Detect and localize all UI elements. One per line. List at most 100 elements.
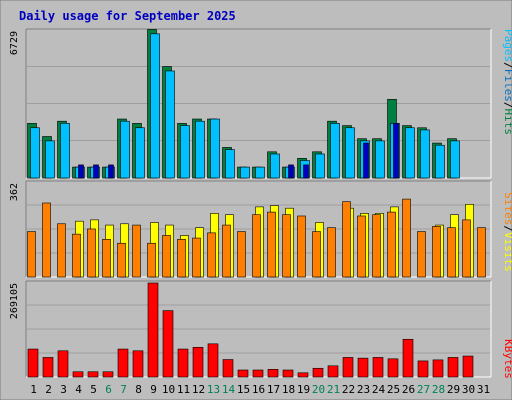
sites-bar xyxy=(192,237,201,278)
kbytes-bar xyxy=(27,348,39,378)
pages-bar xyxy=(93,164,99,179)
legend-separator: / xyxy=(502,62,512,69)
sites-bar xyxy=(237,231,246,278)
sites-bar xyxy=(297,215,306,278)
files-bar xyxy=(195,120,205,179)
legend-separator: / xyxy=(502,102,512,109)
day-tick-label: 28 xyxy=(432,383,445,396)
kbytes-bar xyxy=(372,357,384,378)
files-bar xyxy=(165,70,175,179)
files-bar xyxy=(270,153,280,179)
files-bar xyxy=(315,153,325,179)
pages-bar xyxy=(108,164,114,179)
day-tick-label: 6 xyxy=(105,383,112,396)
day-tick-label: 29 xyxy=(447,383,460,396)
legend-entry: Pages xyxy=(502,29,512,62)
pages-bar xyxy=(393,123,399,179)
kbytes-bar xyxy=(312,367,324,378)
sites-bar xyxy=(447,227,456,278)
day-tick-label: 9 xyxy=(150,383,157,396)
panel-1-max-label: 362 xyxy=(9,183,20,201)
files-bar xyxy=(180,125,190,179)
sites-bar xyxy=(387,211,396,278)
sites-bar xyxy=(432,226,441,278)
sites-bar xyxy=(417,231,426,278)
kbytes-bar xyxy=(72,371,84,378)
sites-bar xyxy=(372,214,381,278)
day-tick-label: 15 xyxy=(237,383,250,396)
kbytes-bar xyxy=(252,369,264,378)
pages-bar xyxy=(78,164,84,179)
day-tick-label: 8 xyxy=(135,383,142,396)
files-bar xyxy=(330,123,340,179)
day-tick-label: 2 xyxy=(45,383,52,396)
legend-entry: Sites xyxy=(502,192,512,225)
sites-bar xyxy=(357,215,366,278)
sites-bar xyxy=(282,214,291,278)
sites-bar xyxy=(327,227,336,278)
sites-bar xyxy=(252,214,261,278)
files-bar xyxy=(420,129,430,179)
panel-0-max-label: 6729 xyxy=(9,31,20,55)
pages-bar xyxy=(363,142,369,179)
day-tick-label: 18 xyxy=(282,383,295,396)
kbytes-bar xyxy=(402,338,414,378)
kbytes-bar xyxy=(177,348,189,378)
files-bar xyxy=(345,127,355,179)
kbytes-bar xyxy=(162,310,174,378)
day-tick-label: 20 xyxy=(312,383,325,396)
day-tick-label: 12 xyxy=(192,383,205,396)
pages-bar xyxy=(303,164,309,179)
kbytes-bar xyxy=(222,359,234,378)
sites-bar xyxy=(117,242,126,278)
files-bar xyxy=(435,144,445,179)
legend-entry: Hits xyxy=(502,109,512,136)
files-bar xyxy=(255,166,265,179)
kbytes-bar xyxy=(447,357,459,378)
files-bar xyxy=(30,127,40,179)
panel-2-max-label: 269105 xyxy=(9,283,20,319)
files-bar xyxy=(240,166,250,179)
kbytes-bar xyxy=(462,355,474,378)
kbytes-bar xyxy=(267,369,279,378)
sites-bar xyxy=(87,228,96,278)
kbytes-bar xyxy=(327,365,339,378)
kbytes-bar xyxy=(417,360,429,378)
kbytes-bar xyxy=(282,369,294,378)
day-tick-label: 3 xyxy=(60,383,67,396)
kbytes-bar xyxy=(207,343,219,378)
kbytes-bar xyxy=(132,350,144,378)
sites-bar xyxy=(42,202,51,278)
legend-1: Sites/Visits xyxy=(502,192,512,272)
day-tick-label: 30 xyxy=(462,383,475,396)
files-bar xyxy=(210,118,220,179)
kbytes-bar xyxy=(237,369,249,378)
files-bar xyxy=(150,33,160,179)
day-tick-label: 4 xyxy=(75,383,82,396)
day-tick-label: 24 xyxy=(372,383,386,396)
legend-2: KBytes xyxy=(502,339,512,379)
kbytes-bar xyxy=(102,371,114,378)
chart-title: Daily usage for September 2025 xyxy=(19,9,236,23)
kbytes-bar xyxy=(432,359,444,378)
files-bar xyxy=(225,149,235,179)
sites-bar xyxy=(177,239,186,278)
sites-bar xyxy=(132,224,141,278)
day-tick-label: 26 xyxy=(402,383,415,396)
legend-entry: Files xyxy=(502,69,512,102)
files-bar xyxy=(135,127,145,179)
day-tick-label: 5 xyxy=(90,383,97,396)
day-tick-label: 10 xyxy=(162,383,175,396)
files-bar xyxy=(405,127,415,179)
day-tick-label: 16 xyxy=(252,383,265,396)
kbytes-bar xyxy=(147,282,159,378)
sites-bar xyxy=(342,201,351,278)
day-tick-label: 11 xyxy=(177,383,190,396)
day-tick-label: 25 xyxy=(387,383,400,396)
kbytes-bar xyxy=(42,357,54,378)
files-bar xyxy=(60,123,70,179)
sites-bar xyxy=(162,235,171,278)
pages-bar xyxy=(288,164,294,179)
day-tick-label: 7 xyxy=(120,383,127,396)
